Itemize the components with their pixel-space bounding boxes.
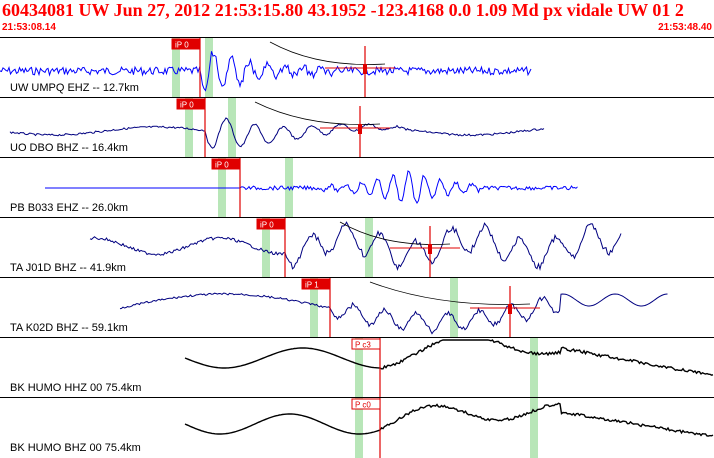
phase-window [355,338,363,398]
trace-panel[interactable]: P c0 BK HUMO BHZ 00 75.4km [0,397,714,458]
trace-plot[interactable]: iP 1 [0,278,714,338]
coda-marker [428,244,432,254]
pick-flag[interactable] [171,38,201,50]
phase-window [185,98,193,158]
phase-window [355,398,363,458]
pick-flag[interactable] [351,338,381,350]
pick-label: iP 0 [260,221,274,230]
waveform [45,170,578,204]
station-label: UW UMPQ EHZ -- 12.7km [10,82,139,94]
phase-window [365,218,373,278]
coda-envelope [254,101,381,125]
trace-plot[interactable]: iP 0 [0,158,714,218]
phase-window [262,218,270,278]
pick-label: P c3 [355,341,371,350]
trace-panel[interactable]: iP 1 TA K02D BHZ -- 59.1km [0,277,714,338]
trace-panel[interactable]: P c3 BK HUMO HHZ 00 75.4km [0,337,714,398]
station-label: BK HUMO HHZ 00 75.4km [10,382,142,394]
time-start: 21:53:08.14 [2,22,56,33]
trace-plot[interactable]: iP 0 [0,38,714,98]
trace-plot[interactable]: iP 0 [0,98,714,158]
pick-label: iP 0 [175,41,189,50]
station-label: TA K02D BHZ -- 59.1km [10,322,128,334]
coda-envelope [339,221,451,245]
coda-marker [363,64,367,74]
coda-marker [508,304,512,314]
pick-label: iP 0 [215,161,229,170]
pick-flag[interactable] [351,398,381,410]
waveform [89,221,622,272]
pick-flag[interactable] [301,278,331,290]
waveform [9,117,545,149]
coda-marker [358,124,362,134]
waveform [184,402,714,437]
time-end: 21:53:48.40 [658,22,712,33]
phase-window [310,278,318,338]
trace-panel[interactable]: iP 0 PB B033 EHZ -- 26.0km [0,157,714,218]
coda-envelope [269,41,386,65]
pick-flag[interactable] [211,158,241,170]
station-label: TA J01D BHZ -- 41.9km [10,262,126,274]
pick-label: iP 1 [305,281,319,290]
phase-window [172,38,180,98]
phase-window [530,338,538,398]
phase-window [450,278,458,338]
event-title: 60434081 UW Jun 27, 2012 21:53:15.80 43.… [2,0,684,20]
trace-plot[interactable]: P c3 [0,338,714,398]
trace-panels: iP 0 UW UMPQ EHZ -- 12.7km iP 0 UO DBO BHZ … [0,37,714,458]
trace-panel[interactable]: iP 0 UO DBO BHZ -- 16.4km [0,97,714,158]
pick-flag[interactable] [256,218,286,230]
trace-plot[interactable]: P c0 [0,398,714,458]
waveform [184,339,714,376]
waveform [119,292,668,335]
trace-panel[interactable]: iP 0 TA J01D BHZ -- 41.9km [0,217,714,278]
pick-flag[interactable] [176,98,206,110]
pick-label: iP 0 [180,101,194,110]
header: 60434081 UW Jun 27, 2012 21:53:15.80 43.… [0,0,714,40]
station-label: UO DBO BHZ -- 16.4km [10,142,128,154]
phase-window [530,398,538,458]
trace-panel[interactable]: iP 0 UW UMPQ EHZ -- 12.7km [0,37,714,98]
pick-label: P c0 [355,401,371,410]
trace-plot[interactable]: iP 0 [0,218,714,278]
station-label: PB B033 EHZ -- 26.0km [10,202,128,214]
station-label: BK HUMO BHZ 00 75.4km [10,442,141,454]
waveform [0,51,532,92]
